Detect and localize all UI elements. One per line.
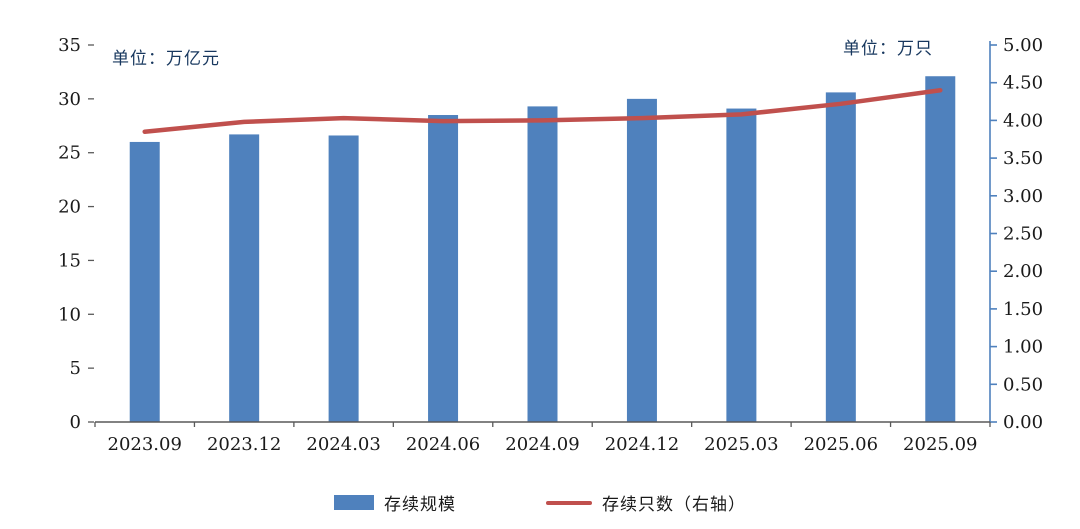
- left-axis-tick-label: 0: [70, 412, 81, 433]
- chart-legend: 存续规模 存续只数（右轴）: [0, 490, 1080, 515]
- left-axis-tick-label: 5: [70, 358, 81, 379]
- x-axis-category-label: 2025.03: [704, 434, 778, 455]
- right-axis-tick-label: 0.50: [1003, 374, 1043, 395]
- bar: [527, 106, 558, 422]
- line-series: [142, 87, 943, 134]
- right-axis-tick-label: 2.00: [1003, 261, 1043, 282]
- left-axis-tick-label: 30: [58, 89, 81, 110]
- x-axis-category-label: 2024.06: [406, 434, 480, 455]
- x-axis-category-label: 2024.12: [605, 434, 679, 455]
- legend-item-line-series: 存续只数（右轴）: [546, 490, 746, 515]
- x-axis-category-label: 2024.09: [505, 434, 579, 455]
- left-axis-tick-label: 10: [58, 304, 81, 325]
- legend-label-line-series: 存续只数（右轴）: [602, 495, 746, 515]
- bar: [626, 98, 657, 422]
- bar: [726, 108, 757, 423]
- legend-item-bar-series: 存续规模: [334, 490, 456, 515]
- bar: [428, 115, 459, 422]
- left-axis-tick-label: 20: [58, 197, 81, 218]
- bar: [129, 141, 160, 422]
- x-axis-category-label: 2023.09: [108, 434, 182, 455]
- line-series-swatch: [546, 500, 592, 505]
- left-axis-unit-label: 单位：万亿元: [112, 49, 220, 69]
- bar: [825, 92, 856, 422]
- right-axis-tick-label: 3.00: [1003, 186, 1043, 207]
- right-axis-tick-label: 2.50: [1003, 224, 1043, 245]
- bar: [925, 76, 956, 422]
- left-axis-tick-label: 35: [58, 35, 81, 56]
- right-axis-tick-label: 0.00: [1003, 412, 1043, 433]
- right-axis-tick-label: 3.50: [1003, 148, 1043, 169]
- legend-label-bar-series: 存续规模: [384, 495, 456, 515]
- right-axis-tick-label: 1.50: [1003, 299, 1043, 320]
- x-axis-category-label: 2025.06: [804, 434, 878, 455]
- left-axis-tick-label: 15: [58, 250, 81, 271]
- right-axis-tick-label: 1.00: [1003, 337, 1043, 358]
- bar-series-swatch: [334, 495, 374, 510]
- right-axis-tick-label: 4.50: [1003, 73, 1043, 94]
- x-axis-category-label: 2024.03: [306, 434, 380, 455]
- bar: [328, 135, 359, 423]
- left-axis-tick-label: 25: [58, 143, 81, 164]
- right-axis-unit-label: 单位：万只: [843, 39, 933, 59]
- x-axis-category-label: 2023.12: [207, 434, 281, 455]
- bar: [229, 134, 260, 422]
- right-axis-tick-label: 5.00: [1003, 35, 1043, 56]
- x-axis-category-label: 2025.09: [903, 434, 977, 455]
- right-axis-tick-label: 4.00: [1003, 110, 1043, 131]
